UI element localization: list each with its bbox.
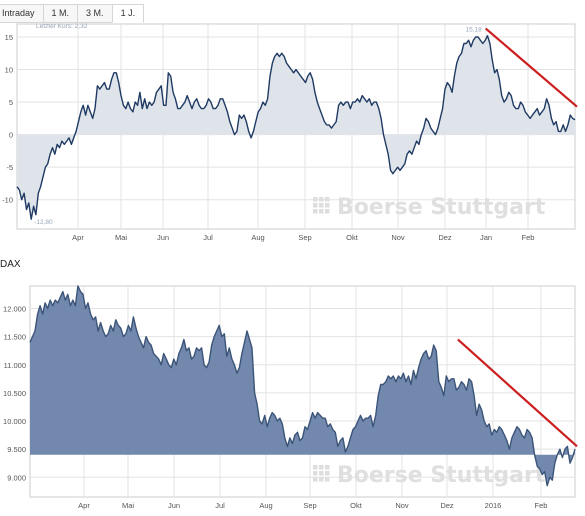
watermark-dot — [325, 477, 330, 482]
watermark-text: Boerse Stuttgart — [337, 195, 546, 220]
y-tick-label: 11.000 — [4, 361, 26, 370]
x-tick-label: Nov — [391, 233, 405, 242]
dax-chart-title: DAX — [0, 259, 21, 270]
watermark-dot — [319, 209, 324, 214]
x-tick-label: Jun — [157, 233, 169, 242]
watermark-text: Boerse Stuttgart — [337, 463, 546, 488]
y-tick-label: 9.500 — [7, 445, 26, 454]
x-tick-label: Dez — [440, 501, 454, 510]
y-tick-label: -5 — [6, 163, 13, 172]
watermark-dot — [313, 209, 318, 214]
dax-chart: 12.000 11.500 11.000 10.500 10.000 9.500 9.000… — [3, 285, 578, 510]
performance-chart: 15 10 5 0 -5 -10 Apr Mai Jun Jul Aug Sep Okt Nov Dez Ja… — [2, 23, 578, 242]
x-tick-label: Aug — [251, 233, 264, 242]
watermark-dot — [325, 197, 330, 202]
y-tick-label: 0 — [9, 131, 13, 140]
low-value-label: -12,80 — [34, 219, 53, 226]
watermark-dot — [313, 203, 318, 208]
series-line — [29, 285, 576, 487]
trend-line — [457, 338, 578, 448]
watermark-dot — [325, 203, 330, 208]
watermark-logo: Boerse Stuttgart — [313, 463, 546, 488]
x-tick-label: Nov — [395, 501, 409, 510]
last-price-label: Letzter Kurs: 2,32 — [36, 23, 88, 30]
watermark-dot — [319, 471, 324, 476]
watermark-dot — [313, 197, 318, 202]
x-tick-label: Sep — [303, 501, 316, 510]
y-tick-label: -10 — [2, 196, 13, 205]
x-tick-label: Dez — [438, 233, 452, 242]
y-tick-label: 12.000 — [3, 305, 26, 314]
watermark-dot — [319, 197, 324, 202]
y-tick-label: 10.500 — [3, 389, 26, 398]
watermark-logo: Boerse Stuttgart — [313, 195, 546, 220]
x-tick-label: Feb — [522, 233, 535, 242]
x-tick-label: Okt — [346, 233, 359, 242]
watermark-dot — [319, 465, 324, 470]
y-tick-label: 15 — [5, 33, 13, 42]
series-line — [16, 35, 576, 220]
watermark-dot — [325, 209, 330, 214]
x-tick-label: Apr — [78, 501, 90, 510]
x-tick-label: 2016 — [485, 501, 502, 510]
y-tick-label: 10.000 — [3, 417, 26, 426]
series-area — [17, 35, 575, 220]
x-tick-label: Sep — [298, 233, 311, 242]
y-tick-label: 5 — [9, 98, 13, 107]
x-tick-label: Jul — [203, 233, 213, 242]
watermark-dot — [319, 477, 324, 482]
watermark-dot — [325, 471, 330, 476]
x-tick-label: Jul — [215, 501, 225, 510]
trend-line — [485, 27, 578, 108]
watermark-dot — [313, 471, 318, 476]
timeframe-tabs: Intraday 1 M. 3 M. 1 J. — [0, 4, 145, 24]
watermark-dot — [313, 465, 318, 470]
watermark-dot — [325, 465, 330, 470]
tab-1-month[interactable]: 1 M. — [42, 4, 79, 23]
tab-3-months[interactable]: 3 M. — [77, 4, 113, 23]
y-tick-label: 10 — [5, 66, 13, 75]
high-value-label: 15,18 — [466, 27, 483, 34]
x-tick-label: Jun — [168, 501, 180, 510]
y-tick-label: 11.500 — [4, 333, 26, 342]
x-tick-label: Mai — [115, 233, 127, 242]
x-tick-label: Okt — [350, 501, 363, 510]
x-tick-label: Aug — [259, 501, 272, 510]
x-tick-label: Feb — [535, 501, 548, 510]
x-tick-label: Apr — [72, 233, 84, 242]
tab-1-year[interactable]: 1 J. — [111, 4, 145, 23]
x-tick-label: Mai — [122, 501, 134, 510]
series-area — [30, 286, 575, 486]
y-tick-label: 9.000 — [7, 473, 26, 482]
watermark-dot — [313, 477, 318, 482]
x-tick-label: Jan — [480, 233, 492, 242]
watermark-dot — [319, 203, 324, 208]
tab-intraday[interactable]: Intraday — [0, 4, 44, 23]
